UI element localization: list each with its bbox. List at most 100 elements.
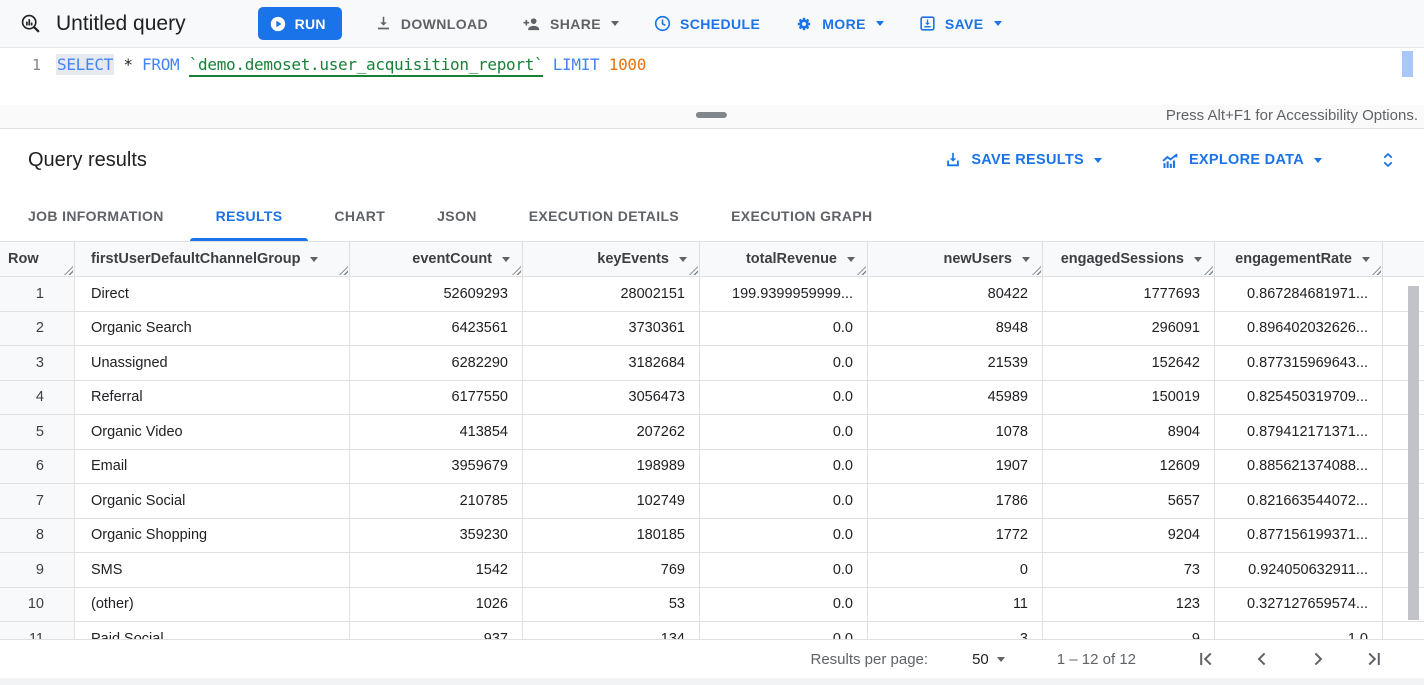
column-header-totalRevenue[interactable]: totalRevenue: [700, 242, 868, 276]
column-resize-grip[interactable]: [689, 266, 698, 275]
cell: 80422: [868, 277, 1043, 311]
column-label: totalRevenue: [745, 251, 837, 267]
column-menu-caret-icon[interactable]: [1362, 256, 1370, 262]
cell: 0.877315969643...: [1215, 346, 1383, 380]
row-number-cell: 1: [0, 277, 75, 311]
cell: 0.885621374088...: [1215, 449, 1383, 483]
column-resize-grip[interactable]: [1204, 266, 1213, 275]
cell: (other): [75, 587, 350, 621]
cell: 3: [868, 622, 1043, 639]
explore-chart-icon: [1162, 152, 1178, 168]
table-row: 10 (other) 1026 53 0.0 11 123 0.327127659574...: [0, 587, 1424, 622]
cell: 5657: [1043, 484, 1215, 518]
tab-job-information[interactable]: JOB INFORMATION: [28, 208, 164, 224]
column-label: eventCount: [412, 251, 492, 267]
column-resize-grip[interactable]: [339, 266, 348, 275]
column-menu-caret-icon[interactable]: [679, 256, 687, 262]
save-results-button[interactable]: SAVE RESULTS: [943, 150, 1102, 170]
cell: 3959679: [350, 449, 523, 483]
table-row: 7 Organic Social 210785 102749 0.0 1786 5657 0.…: [0, 484, 1424, 519]
tab-json[interactable]: JSON: [437, 208, 477, 224]
column-label: engagedSessions: [1060, 251, 1184, 267]
column-header-engagedSessions[interactable]: engagedSessions: [1043, 242, 1215, 276]
share-button[interactable]: SHARE: [522, 14, 620, 34]
last-page-button[interactable]: [1362, 647, 1386, 671]
column-menu-caret-icon[interactable]: [847, 256, 855, 262]
tab-results[interactable]: RESULTS: [189, 191, 309, 241]
cell: 296091: [1043, 311, 1215, 345]
sql-limit-value: 1000: [608, 55, 647, 74]
column-header-eventCount[interactable]: eventCount: [350, 242, 523, 276]
editor-scrollbar-thumb[interactable]: [1402, 51, 1413, 77]
column-header-newUsers[interactable]: newUsers: [868, 242, 1043, 276]
cell: Unassigned: [75, 346, 350, 380]
cell: 1907: [868, 449, 1043, 483]
chevron-down-icon: [993, 21, 1002, 26]
cell: 3730361: [523, 311, 700, 345]
column-resize-grip[interactable]: [1032, 266, 1041, 275]
sql-code-line[interactable]: SELECT * FROM `demo.demoset.user_acquisi…: [56, 48, 646, 105]
cell: 45989: [868, 380, 1043, 414]
last-page-icon: [1368, 652, 1380, 666]
tab-execution-graph[interactable]: EXECUTION GRAPH: [731, 208, 873, 224]
tab-chart[interactable]: CHART: [334, 208, 386, 224]
splitter-drag-handle[interactable]: [695, 112, 727, 118]
cell: 0.0: [700, 380, 868, 414]
cell: 413854: [350, 415, 523, 449]
page-size-select[interactable]: 50: [972, 651, 1005, 668]
cell: 198989: [523, 449, 700, 483]
column-resize-grip[interactable]: [1372, 266, 1381, 275]
cell: 21539: [868, 346, 1043, 380]
chevron-down-icon: [996, 656, 1005, 662]
column-resize-grip[interactable]: [512, 266, 521, 275]
column-menu-caret-icon[interactable]: [1194, 256, 1202, 262]
run-button[interactable]: RUN: [257, 7, 342, 40]
chevron-down-icon: [611, 21, 620, 26]
save-button[interactable]: SAVE: [918, 14, 1002, 33]
sql-keyword-select: SELECT: [56, 54, 114, 75]
column-resize-grip[interactable]: [857, 266, 866, 275]
cell: 0.0: [700, 449, 868, 483]
query-editor-toolbar: Untitled query RUN DOWNLOAD SHARE SCHEDU…: [0, 0, 1424, 48]
table-scrollbar-thumb[interactable]: [1408, 286, 1419, 620]
column-header-Row[interactable]: Row: [0, 242, 75, 276]
table-body: 1 Direct 52609293 28002151 199.9399959999...…: [0, 277, 1424, 639]
column-header-engagementRate[interactable]: engagementRate: [1215, 242, 1383, 276]
table-row: 11 Paid Social 937 134 0.0 3 9 1.0: [0, 622, 1424, 639]
cell: 12609: [1043, 449, 1215, 483]
next-page-button[interactable]: [1306, 647, 1330, 671]
cell: 3182684: [523, 346, 700, 380]
row-number-cell: 5: [0, 415, 75, 449]
cell: 0.0: [700, 484, 868, 518]
cell: 0.877156199371...: [1215, 518, 1383, 552]
column-header-keyEvents[interactable]: keyEvents: [523, 242, 700, 276]
row-number-cell: 11: [0, 622, 75, 639]
explore-data-button[interactable]: EXPLORE DATA: [1160, 150, 1322, 171]
query-results-header: Query results SAVE RESULTS EXPLORE DATA: [0, 129, 1424, 191]
more-button[interactable]: MORE: [794, 14, 884, 34]
sql-editor[interactable]: 1 SELECT * FROM `demo.demoset.user_acqui…: [0, 48, 1424, 105]
cell: 0.327127659574...: [1215, 587, 1383, 621]
column-label: Row: [8, 251, 39, 267]
column-menu-caret-icon[interactable]: [502, 256, 510, 262]
results-table: Row firstUserDefaultChannelGroup eventCoun…: [0, 242, 1424, 639]
expand-results-button[interactable]: [1378, 150, 1398, 170]
column-menu-caret-icon[interactable]: [1022, 256, 1030, 262]
column-resize-grip[interactable]: [64, 266, 73, 275]
cell: Referral: [75, 380, 350, 414]
cell: 8904: [1043, 415, 1215, 449]
row-number-cell: 10: [0, 587, 75, 621]
previous-page-button[interactable]: [1250, 647, 1274, 671]
cell: 102749: [523, 484, 700, 518]
first-page-button[interactable]: [1194, 647, 1218, 671]
horizontal-scrollbar-track[interactable]: [0, 678, 1424, 685]
column-header-firstUserDefaultChannelGroup[interactable]: firstUserDefaultChannelGroup: [75, 242, 350, 276]
cell: 73: [1043, 553, 1215, 587]
sql-table-reference[interactable]: `demo.demoset.user_acquisition_report`: [188, 55, 544, 77]
cell: 11: [868, 587, 1043, 621]
tab-execution-details[interactable]: EXECUTION DETAILS: [528, 208, 680, 224]
schedule-button[interactable]: SCHEDULE: [653, 14, 760, 33]
column-menu-caret-icon[interactable]: [310, 256, 319, 262]
download-button[interactable]: DOWNLOAD: [374, 14, 488, 33]
query-title[interactable]: Untitled query: [56, 11, 186, 35]
